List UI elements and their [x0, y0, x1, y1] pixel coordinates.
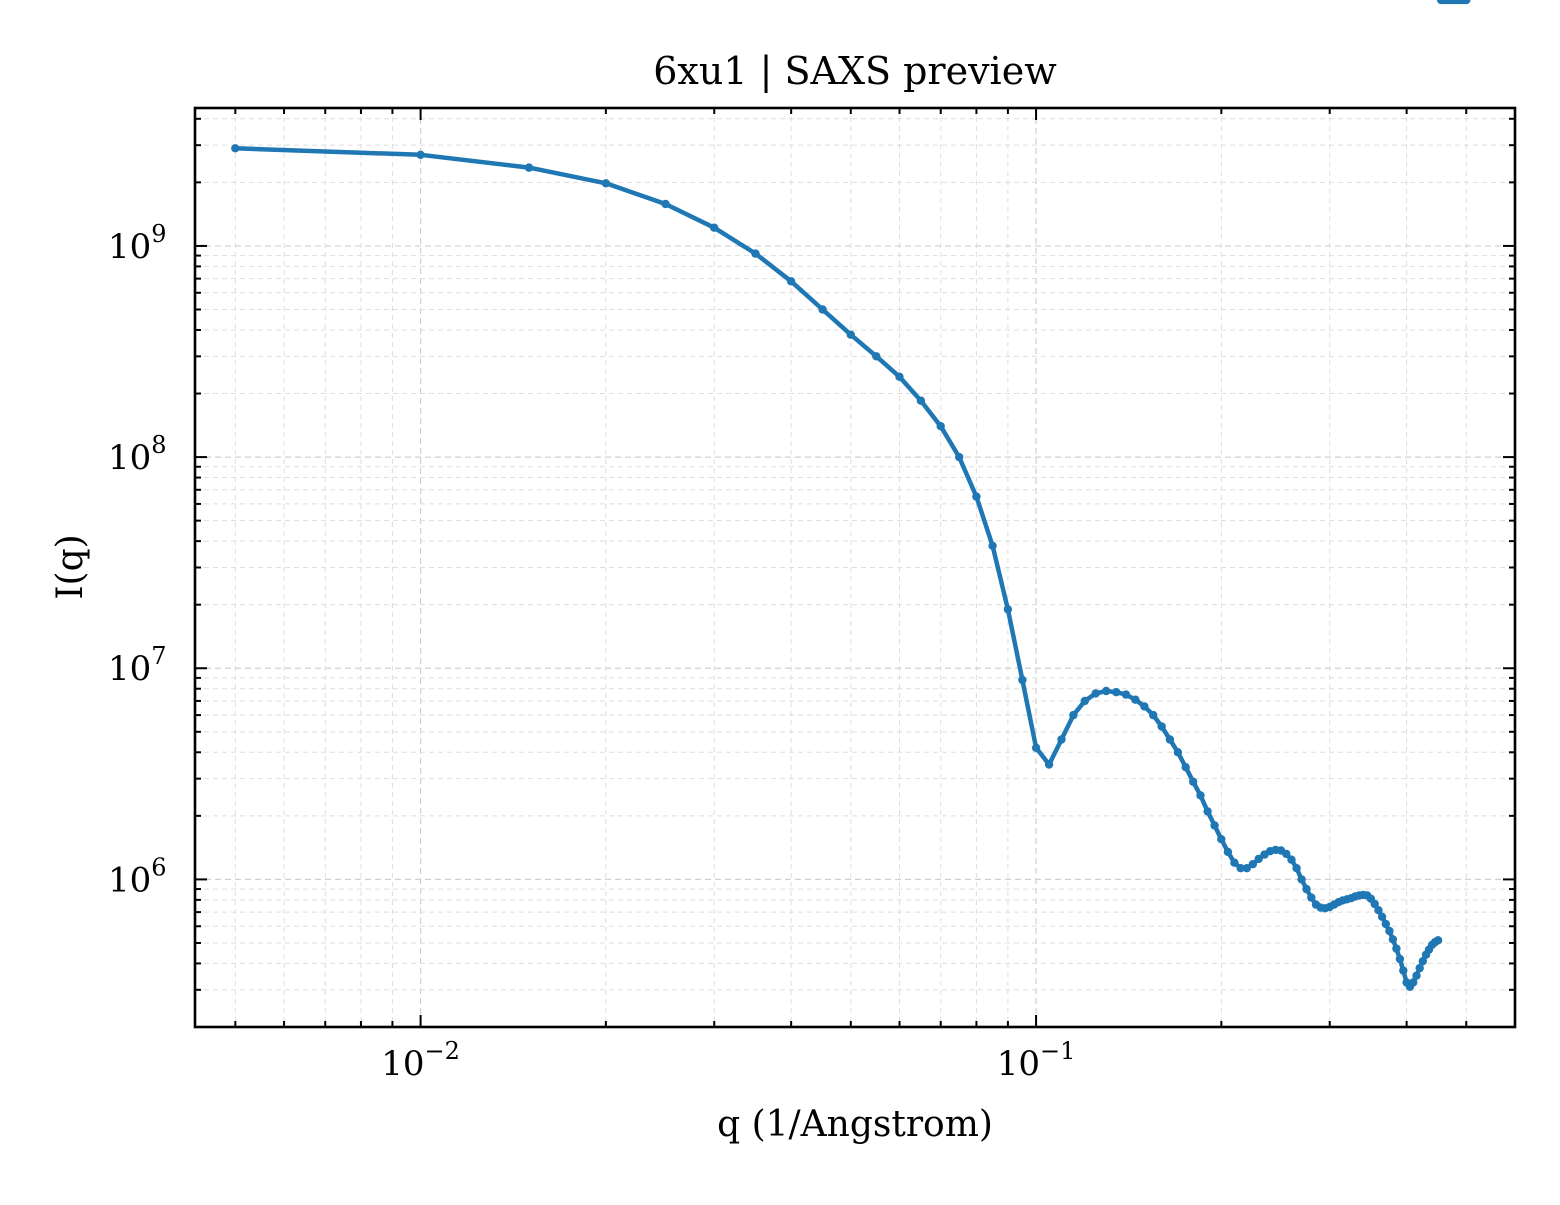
data-point [818, 305, 827, 314]
data-point [1031, 743, 1041, 752]
x-tick-label: 10−1 [997, 1037, 1076, 1084]
data-point [1392, 944, 1401, 953]
data-point [1057, 735, 1066, 744]
data-point [1297, 875, 1306, 884]
data-point [1069, 710, 1078, 720]
data-point [1292, 864, 1301, 873]
data-point [1217, 835, 1226, 844]
data-point [1433, 936, 1443, 945]
data-point [1415, 963, 1424, 973]
data-point [1388, 935, 1398, 944]
data-point [751, 249, 760, 258]
data-point [1018, 675, 1027, 685]
y-axis-label: I(q) [50, 534, 91, 599]
data-point [1210, 821, 1219, 830]
data-point [1412, 971, 1421, 980]
data-point [1102, 686, 1111, 696]
data-point [1242, 864, 1252, 873]
data-point [955, 452, 964, 462]
data-point [1189, 777, 1198, 786]
data-point [1462, 0, 1471, 5]
data-point [786, 277, 796, 286]
data-point [1112, 688, 1121, 697]
data-point [1131, 695, 1140, 704]
data-point [1381, 919, 1391, 929]
data-point [1196, 791, 1205, 800]
data-point [524, 163, 534, 172]
data-point [1248, 860, 1258, 869]
data-point [872, 352, 881, 361]
data-point [1181, 763, 1190, 772]
data-point [1223, 847, 1233, 857]
data-point [1302, 884, 1311, 894]
data-point [1377, 912, 1387, 921]
data-point [416, 150, 425, 159]
data-point [1091, 689, 1100, 698]
data-point [1282, 849, 1291, 859]
data-point [1140, 702, 1149, 711]
data-point [1236, 864, 1245, 873]
data-point [1080, 696, 1090, 706]
data-point [988, 541, 997, 550]
data-point [231, 144, 240, 153]
data-point [1003, 605, 1013, 614]
data-point [1287, 855, 1296, 864]
data-point [895, 372, 904, 381]
data-point [1203, 807, 1212, 816]
data-point [661, 199, 670, 209]
y-tick-label: 107 [108, 642, 167, 689]
chart-title: 6xu1 | SAXS preview [653, 49, 1057, 93]
series-intensity [231, 0, 1471, 991]
data-point [1149, 710, 1158, 720]
data-point [846, 330, 855, 339]
data-point [1121, 690, 1131, 699]
data-point [601, 179, 611, 188]
data-point [1399, 966, 1408, 975]
data-point [1409, 978, 1418, 987]
x-tick-label: 10−2 [381, 1037, 460, 1084]
grid [195, 108, 1516, 1028]
data-point [1307, 893, 1316, 902]
x-axis-label: q (1/Angstrom) [717, 1104, 993, 1145]
plot-frame [193, 106, 1517, 1029]
y-tick-label: 108 [108, 431, 167, 478]
data-point [1374, 906, 1383, 915]
y-tick-label: 106 [108, 853, 167, 900]
data-point [1165, 735, 1175, 744]
data-point [710, 223, 719, 232]
data-point [916, 396, 926, 405]
data-point [1173, 748, 1183, 757]
data-point [1418, 957, 1428, 966]
data-point [1157, 722, 1166, 731]
y-tick-label: 109 [108, 220, 167, 267]
data-point [1385, 926, 1394, 936]
data-point [1254, 854, 1263, 864]
data-point [972, 492, 981, 501]
data-point [1044, 760, 1054, 769]
data-point [1230, 858, 1239, 867]
data-point [1370, 899, 1379, 909]
data-point [936, 422, 945, 431]
data-point [1395, 954, 1405, 964]
tick-labels: 10−2 10−1 106 107 108 109 [108, 220, 1075, 1084]
